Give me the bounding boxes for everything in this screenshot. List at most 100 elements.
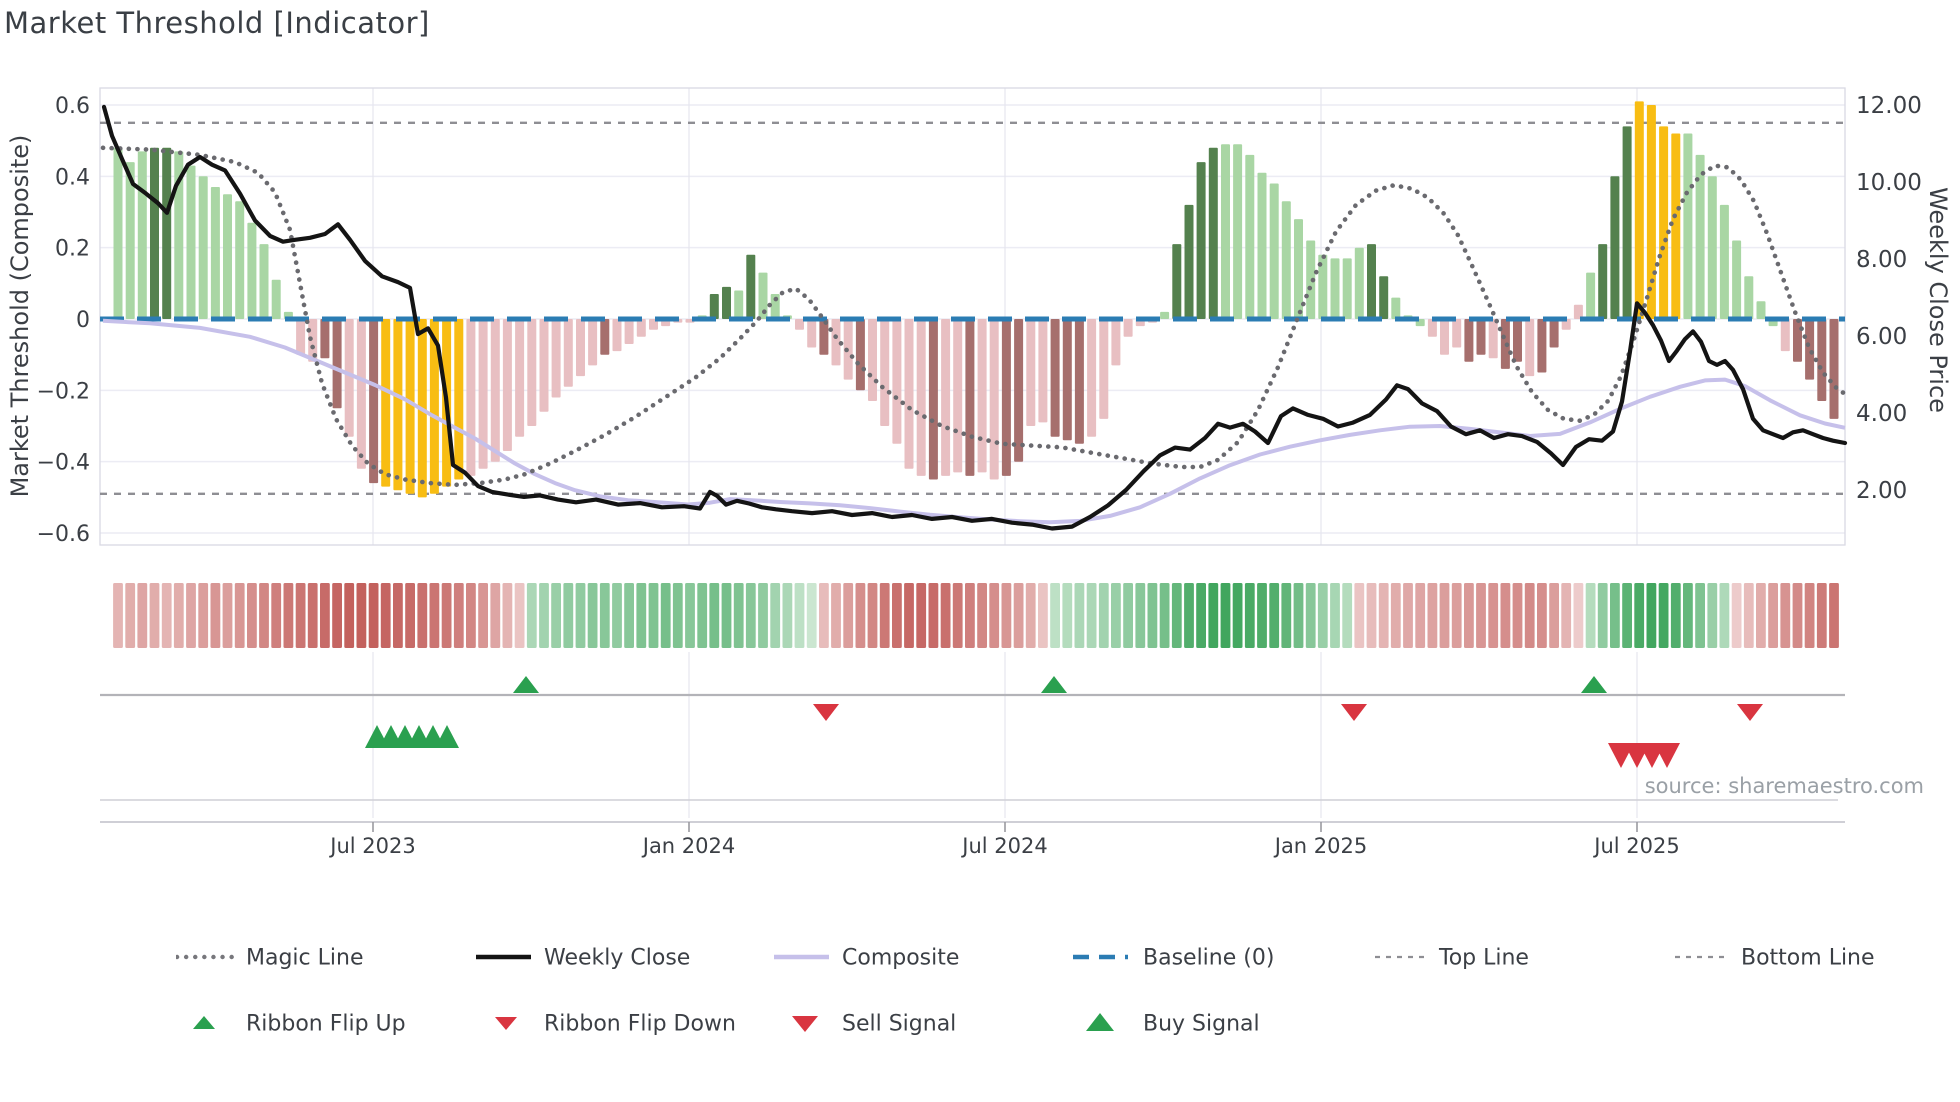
ribbon-cell — [916, 583, 927, 648]
ribbon-cell — [502, 583, 513, 648]
legend-item-baseline-0-: Baseline (0) — [0, 944, 1960, 974]
legend-marker-tri-down-red-lg — [787, 1010, 845, 1040]
ribbon-cell — [1208, 583, 1219, 648]
legend-item-sell-signal: Sell Signal — [0, 1010, 1960, 1040]
composite-bar — [1233, 144, 1243, 319]
composite-bar — [928, 319, 938, 480]
composite-bar — [186, 165, 196, 319]
ribbon-cell — [904, 583, 914, 648]
ribbon-cell — [137, 583, 148, 648]
composite-bar — [1646, 105, 1656, 319]
ribbon-cell — [1257, 583, 1267, 648]
composite-bar — [758, 272, 768, 319]
ribbon-cell — [1768, 583, 1778, 648]
ribbon-cell — [466, 583, 476, 648]
ribbon-cell — [612, 583, 622, 648]
composite-bar — [515, 319, 525, 437]
left-tick-label: 0.4 — [55, 165, 90, 190]
composite-bar — [527, 319, 537, 426]
ribbon-cell — [1086, 583, 1097, 648]
ribbon-cell — [1829, 583, 1839, 648]
ribbon-cell — [1415, 583, 1426, 648]
composite-bar — [831, 319, 841, 366]
composite-bar — [1330, 258, 1340, 319]
composite-bar — [1805, 319, 1815, 380]
composite-bar — [819, 319, 829, 355]
legend-label: Buy Signal — [1143, 1011, 1260, 1037]
ribbon-cell — [210, 583, 221, 648]
ribbon-cell — [1622, 583, 1632, 648]
composite-bar — [709, 294, 719, 319]
ribbon-cell — [429, 583, 440, 648]
composite-bar — [1208, 147, 1218, 319]
ribbon-cell — [1269, 583, 1280, 648]
ribbon-cell — [940, 583, 951, 648]
ribbon-cell — [478, 583, 488, 648]
x-tick-label: Jul 2024 — [960, 834, 1047, 858]
legend-label: Baseline (0) — [1143, 945, 1275, 971]
composite-bar — [600, 319, 610, 355]
composite-bar — [1354, 247, 1364, 319]
ribbon-cell — [1731, 583, 1742, 648]
ribbon-cell — [1281, 583, 1292, 648]
buy-signal-marker — [435, 725, 459, 748]
ribbon-cell — [697, 583, 708, 648]
ribbon-cell — [453, 583, 464, 648]
composite-bar — [466, 319, 476, 476]
composite-bar — [223, 194, 232, 319]
composite-bar — [1634, 101, 1644, 320]
composite-bar — [356, 319, 366, 469]
composite-bar — [904, 319, 914, 469]
composite-bars — [113, 101, 1839, 498]
ribbon-cell — [1792, 583, 1803, 648]
ribbon-cell — [222, 583, 233, 648]
x-tick-label: Jul 2025 — [1592, 834, 1679, 858]
composite-bar — [162, 147, 172, 319]
composite-bar — [1464, 319, 1474, 362]
composite-bar — [1707, 176, 1717, 319]
ribbon-cell — [1683, 583, 1693, 648]
composite-bar — [795, 319, 804, 330]
composite-bar — [150, 147, 159, 319]
composite-bar — [1513, 319, 1522, 362]
ribbon-cell — [1646, 583, 1657, 648]
composite-bar — [588, 319, 598, 366]
legend-item-magic-line: Magic Line — [0, 944, 1960, 974]
heat-ribbon — [113, 583, 1839, 648]
ribbon-cell — [405, 583, 415, 648]
ribbon-cell — [1147, 583, 1158, 648]
legend-label: Top Line — [1439, 945, 1529, 971]
legend-item-buy-signal: Buy Signal — [0, 1010, 1960, 1040]
composite-bar — [576, 319, 585, 377]
ribbon-flip-down-marker — [813, 704, 839, 721]
ribbon-cell — [1476, 583, 1486, 648]
ribbon-cell — [368, 583, 379, 648]
composite-bar — [1074, 319, 1084, 444]
ribbon-cell — [1354, 583, 1365, 648]
ribbon-cell — [259, 583, 269, 648]
ribbon-cell — [125, 583, 136, 648]
composite-bar — [1586, 272, 1596, 319]
composite-bar — [855, 319, 865, 391]
composite-bar — [1440, 319, 1449, 355]
sell-signal-marker — [1654, 743, 1680, 768]
composite-bar — [916, 319, 926, 476]
legend-label: Ribbon Flip Up — [246, 1011, 406, 1037]
composite-bar — [551, 319, 561, 398]
ribbon-cell — [892, 583, 902, 648]
composite-bar — [1062, 319, 1072, 441]
composite-bar — [1269, 183, 1279, 319]
ribbon-cell — [186, 583, 196, 648]
ribbon-cell — [1159, 583, 1170, 648]
ribbon-cell — [393, 583, 403, 648]
legend-marker-dash-gray — [1674, 944, 1732, 974]
ribbon-cell — [307, 583, 318, 648]
composite-bar — [1744, 276, 1754, 319]
ribbon-cell — [1244, 583, 1255, 648]
legend-item-top-line: Top Line — [0, 944, 1960, 974]
ribbon-cell — [1500, 583, 1511, 648]
composite-bar — [259, 244, 269, 319]
ribbon-cell — [1025, 583, 1036, 648]
ribbon-cell — [1184, 583, 1194, 648]
